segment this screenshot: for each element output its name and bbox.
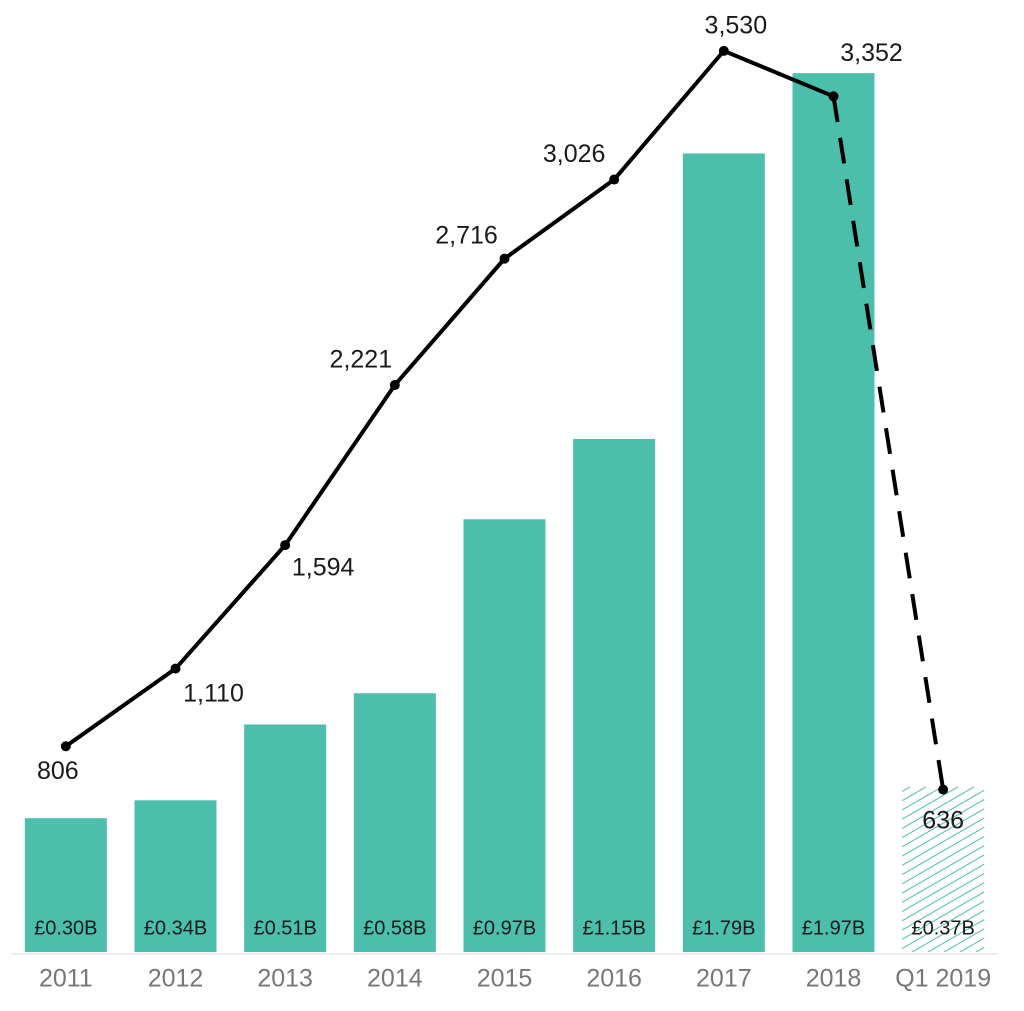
- bar: [573, 438, 656, 952]
- line-value-label: 2,716: [435, 221, 498, 249]
- line-point: [499, 253, 510, 264]
- bar: [902, 786, 985, 952]
- line-point: [718, 45, 729, 56]
- bar-value-label: £1.97B: [802, 917, 865, 939]
- x-tick-label: 2011: [39, 965, 93, 993]
- x-tick-label: 2014: [367, 965, 423, 993]
- bar-value-label: £1.15B: [582, 917, 645, 939]
- bar: [134, 800, 217, 952]
- bar: [24, 818, 107, 952]
- bar-value-label: £0.58B: [363, 917, 426, 939]
- x-tick-label: Q1 2019: [895, 965, 991, 993]
- line-value-label: 3,026: [543, 140, 606, 168]
- x-tick-label: 2012: [148, 965, 204, 993]
- x-tick-label: 2017: [696, 965, 752, 993]
- bar-value-label: £1.79B: [692, 917, 755, 939]
- line-point: [389, 380, 400, 391]
- line-value-label: 2,221: [330, 346, 393, 374]
- line-value-label: 806: [37, 757, 79, 785]
- line-point: [170, 663, 181, 674]
- bar: [244, 724, 327, 952]
- bar: [353, 693, 436, 952]
- line-value-label: 3,352: [840, 39, 903, 67]
- x-tick-label: 2018: [806, 965, 862, 993]
- x-tick-label: 2016: [586, 965, 642, 993]
- bar-value-label: £0.34B: [144, 917, 207, 939]
- line-point: [828, 91, 839, 102]
- x-tick-label: 2013: [257, 965, 313, 993]
- bar-value-label: £0.30B: [34, 917, 97, 939]
- line-point: [60, 741, 71, 752]
- line-point: [609, 174, 620, 185]
- bar-value-label: £0.97B: [473, 917, 536, 939]
- bar: [792, 73, 875, 952]
- line-value-label: 1,110: [183, 679, 244, 707]
- bar-value-label: £0.51B: [253, 917, 316, 939]
- line-point: [280, 540, 291, 551]
- line-value-label: 636: [922, 806, 964, 834]
- line-point: [938, 784, 949, 795]
- bar: [682, 153, 765, 952]
- line-value-label: 3,530: [705, 11, 768, 39]
- bar: [463, 519, 546, 952]
- line: [64, 48, 835, 748]
- line-dashed: [831, 95, 946, 790]
- bar-value-label: £0.37B: [911, 917, 974, 939]
- line-value-label: 1,594: [292, 554, 355, 582]
- x-tick-label: 2015: [477, 965, 533, 993]
